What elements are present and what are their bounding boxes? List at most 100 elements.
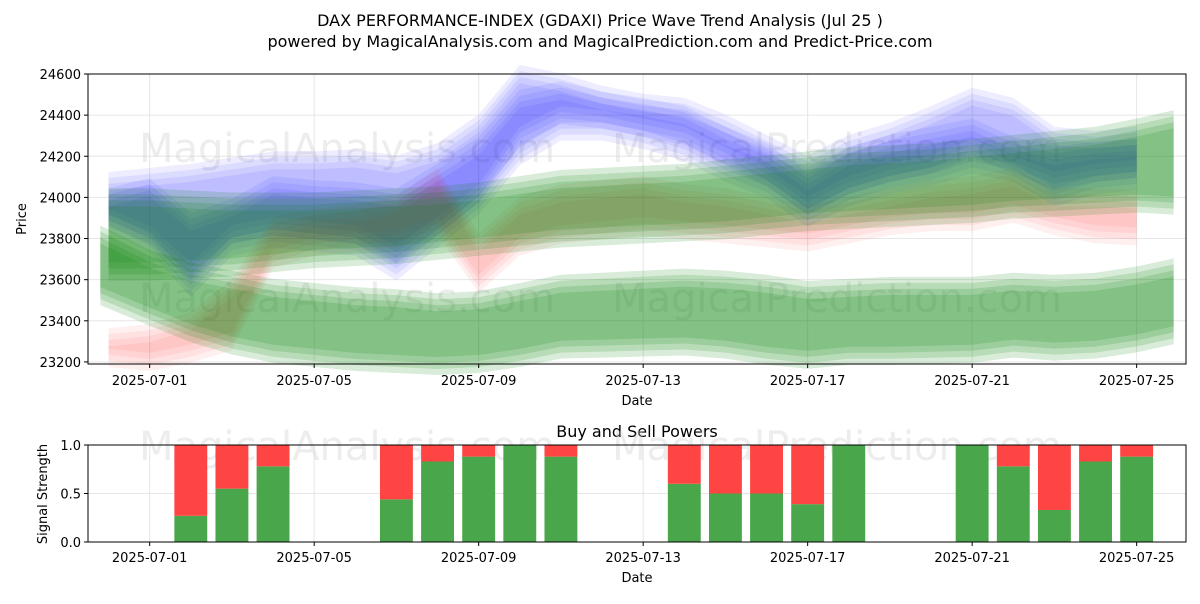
price-x-tick-label: 2025-07-05 bbox=[276, 374, 352, 389]
price-plot-area bbox=[88, 74, 1186, 364]
chart-subtitle: powered by MagicalAnalysis.com and Magic… bbox=[267, 32, 932, 51]
signal-y-axis-label: Signal Strength bbox=[36, 444, 51, 544]
buy-power-bar bbox=[421, 461, 454, 542]
buy-power-bar bbox=[708, 493, 742, 542]
buy-power-bar bbox=[215, 488, 249, 542]
price-y-tick-label: 23800 bbox=[40, 233, 81, 248]
signal-x-ticks: 2025-07-01 2025-07-05 2025-07-09 2025-07-13… bbox=[112, 542, 1175, 566]
price-band-layer bbox=[108, 110, 1174, 263]
buy-power-bar bbox=[996, 466, 1030, 542]
price-y-tick-label: 24400 bbox=[40, 109, 81, 124]
signal-y-tick-label: 1.0 bbox=[60, 439, 81, 454]
price-band-layer bbox=[108, 173, 1137, 359]
signal-bars bbox=[174, 445, 1154, 542]
watermark-prediction-upper: MagicalPrediction.com bbox=[612, 126, 1062, 172]
price-x-tick-label: 2025-07-21 bbox=[934, 374, 1010, 389]
price-x-axis-label: Date bbox=[621, 394, 652, 409]
price-band-1 bbox=[108, 65, 1137, 281]
buy-power-bar bbox=[544, 456, 578, 542]
price-band-layer bbox=[108, 71, 1137, 269]
sell-power-bar bbox=[708, 445, 742, 494]
price-y-tick-label: 24600 bbox=[40, 68, 81, 83]
signal-x-tick-label: 2025-07-13 bbox=[605, 551, 681, 566]
signal-y-tick-label: 0.0 bbox=[60, 536, 81, 551]
price-band-layer bbox=[100, 225, 1174, 358]
sell-power-bar bbox=[379, 445, 413, 500]
price-y-axis-label: Price bbox=[15, 203, 30, 235]
watermark-analysis-upper: MagicalAnalysis.com bbox=[139, 126, 555, 172]
price-band-layer bbox=[108, 122, 1174, 275]
buy-power-bar bbox=[462, 456, 496, 542]
price-watermarks: MagicalAnalysis.com MagicalPrediction.co… bbox=[139, 126, 1062, 322]
price-x-ticks: 2025-07-01 2025-07-05 2025-07-09 2025-07-13… bbox=[112, 364, 1175, 389]
sell-power-bar bbox=[791, 445, 825, 505]
price-band-layer bbox=[100, 237, 1174, 370]
signal-x-tick-label: 2025-07-05 bbox=[276, 551, 352, 566]
sell-power-bar bbox=[215, 445, 249, 489]
sell-power-bar bbox=[544, 445, 578, 457]
buy-power-bar bbox=[832, 445, 866, 542]
price-band-layer bbox=[108, 167, 1137, 353]
price-band-layer bbox=[100, 243, 1174, 376]
chart-title: DAX PERFORMANCE-INDEX (GDAXI) Price Wave… bbox=[317, 11, 883, 30]
price-band-0 bbox=[108, 81, 1137, 297]
price-band-layer bbox=[108, 81, 1137, 279]
sell-power-bar bbox=[750, 445, 783, 494]
price-y-tick-label: 23600 bbox=[40, 274, 81, 289]
buy-power-bar bbox=[1120, 456, 1154, 542]
sell-power-bar bbox=[421, 445, 454, 462]
price-band-layer bbox=[108, 65, 1137, 263]
price-band-layer bbox=[108, 83, 1137, 281]
price-band-3 bbox=[100, 225, 1174, 376]
sell-power-bar bbox=[174, 445, 208, 516]
price-band-layer bbox=[108, 77, 1137, 275]
buy-power-bar bbox=[955, 445, 989, 542]
price-plot-frame bbox=[87, 73, 1187, 365]
signal-chart-title: Buy and Sell Powers bbox=[556, 422, 718, 441]
price-x-tick-label: 2025-07-01 bbox=[112, 374, 188, 389]
price-band-layer bbox=[108, 99, 1137, 297]
price-chart-panel: MagicalAnalysis.com MagicalPrediction.co… bbox=[15, 65, 1187, 409]
price-y-tick-label: 23200 bbox=[40, 356, 81, 371]
buy-power-bar bbox=[503, 445, 537, 542]
price-y-tick-label: 24000 bbox=[40, 191, 81, 206]
price-band-layer bbox=[108, 179, 1137, 365]
price-y-tick-label: 24200 bbox=[40, 150, 81, 165]
signal-chart-panel: Buy and Sell Powers MagicalAnalysis.com … bbox=[36, 422, 1187, 586]
price-x-tick-label: 2025-07-09 bbox=[441, 374, 517, 389]
buy-power-bar bbox=[667, 483, 701, 542]
sell-power-bar bbox=[256, 445, 290, 467]
buy-power-bar bbox=[750, 493, 783, 542]
price-band-layer bbox=[108, 185, 1137, 371]
sell-power-bar bbox=[462, 445, 496, 457]
watermark-prediction-lower: MagicalPrediction.com bbox=[612, 276, 1062, 322]
price-band-4 bbox=[108, 110, 1174, 281]
signal-x-axis-label: Date bbox=[621, 571, 652, 586]
signal-x-tick-label: 2025-07-09 bbox=[441, 551, 517, 566]
price-band-layer bbox=[108, 87, 1137, 285]
sell-power-bar bbox=[1079, 445, 1112, 462]
sell-power-bar bbox=[996, 445, 1030, 467]
signal-y-tick-label: 0.5 bbox=[60, 488, 81, 503]
price-x-tick-label: 2025-07-25 bbox=[1099, 374, 1175, 389]
buy-power-bar bbox=[379, 499, 413, 542]
signal-x-tick-label: 2025-07-25 bbox=[1099, 551, 1175, 566]
price-band-layer bbox=[108, 93, 1137, 291]
watermark-analysis-lower: MagicalAnalysis.com bbox=[139, 276, 555, 322]
signal-x-tick-label: 2025-07-01 bbox=[112, 551, 188, 566]
buy-power-bar bbox=[791, 504, 825, 542]
price-x-tick-label: 2025-07-17 bbox=[770, 374, 846, 389]
price-band-layer bbox=[108, 116, 1174, 269]
signal-x-tick-label: 2025-07-17 bbox=[770, 551, 846, 566]
price-y-tick-label: 23400 bbox=[40, 315, 81, 330]
price-x-tick-label: 2025-07-13 bbox=[605, 374, 681, 389]
sell-power-bar bbox=[1037, 445, 1071, 510]
price-band-2 bbox=[108, 167, 1137, 371]
buy-power-bar bbox=[1037, 509, 1071, 542]
price-band-layer bbox=[108, 128, 1174, 281]
buy-power-bar bbox=[256, 466, 290, 542]
price-y-ticks: 23200 23400 23600 23800 24000 24200 24400 24600 bbox=[40, 68, 88, 371]
buy-power-bar bbox=[174, 515, 208, 542]
signal-x-tick-label: 2025-07-21 bbox=[934, 551, 1010, 566]
